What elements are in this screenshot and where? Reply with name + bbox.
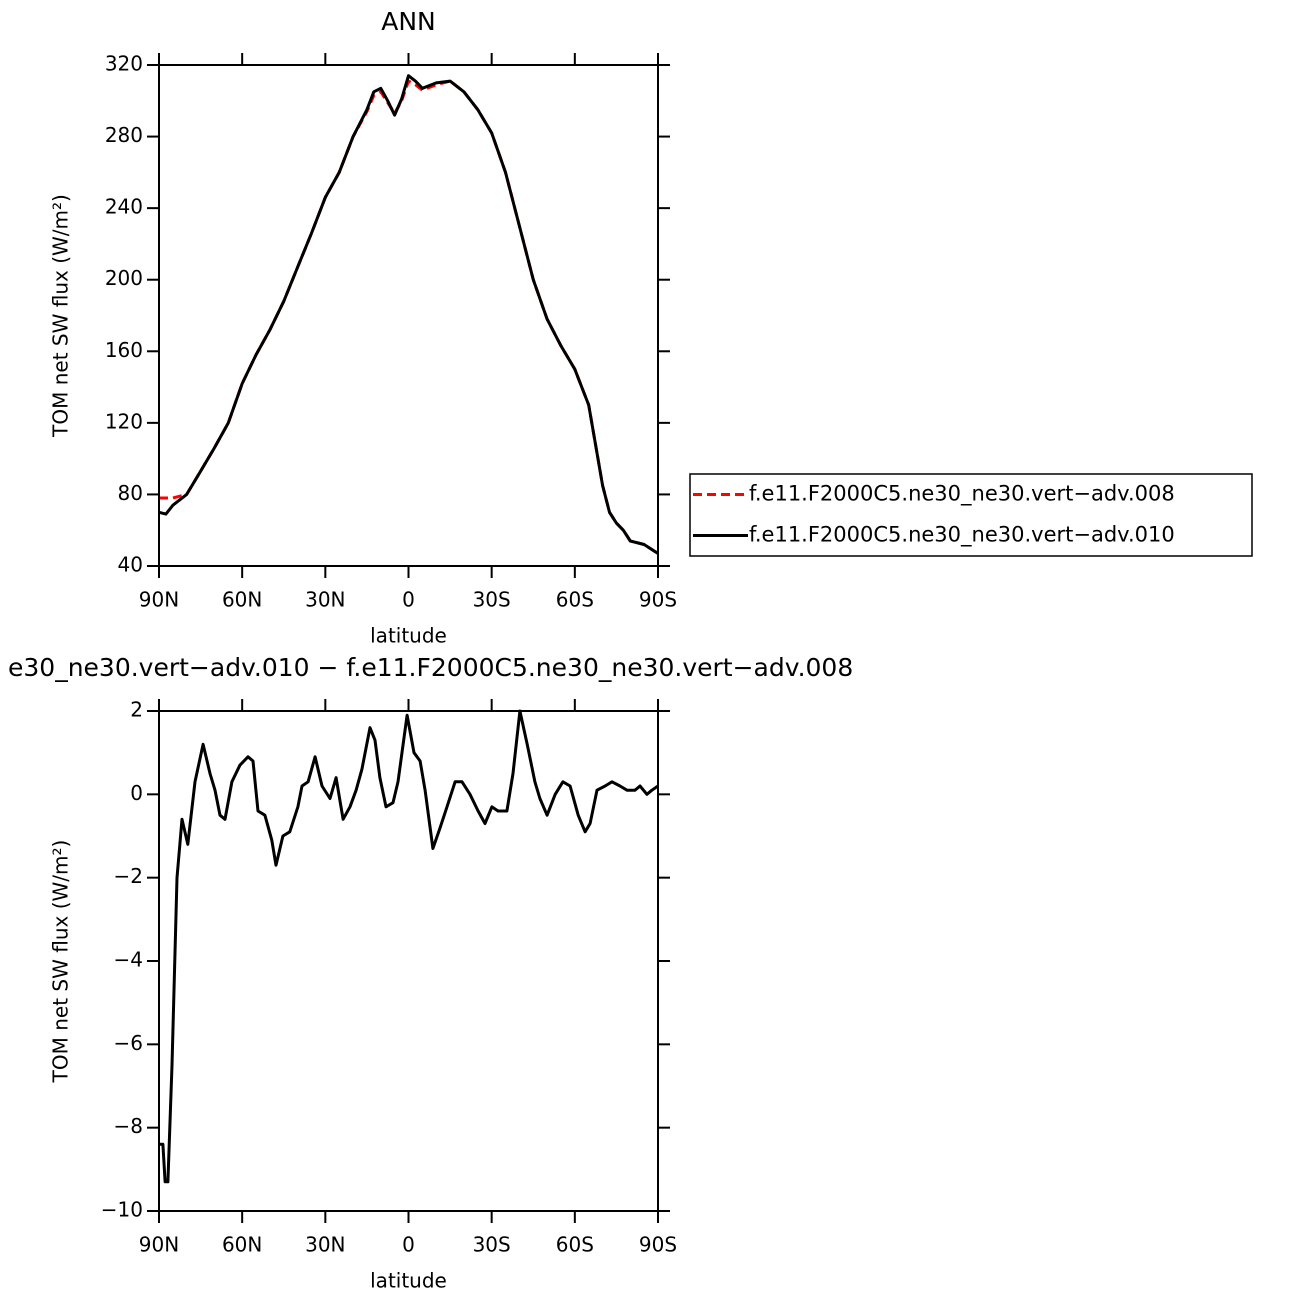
x-tick-label: 90N	[139, 588, 179, 612]
y-tick-label: −10	[101, 1198, 143, 1222]
y-tick-label: 80	[118, 481, 143, 505]
line-series	[159, 79, 659, 555]
legend-label: f.e11.F2000C5.ne30_ne30.vert−adv.010	[749, 523, 1175, 548]
y-tick-label: 240	[105, 195, 143, 219]
y-axis-label: TOM net SW flux (W/m²)	[49, 194, 73, 438]
x-tick-label: 60N	[222, 588, 262, 612]
line-series	[158, 74, 659, 555]
legend-label: f.e11.F2000C5.ne30_ne30.vert−adv.008	[749, 482, 1175, 507]
y-tick-label: −6	[114, 1031, 143, 1055]
y-tick-label: 320	[105, 52, 143, 76]
x-tick-label: 0	[402, 588, 415, 612]
plot-frame	[158, 710, 659, 1212]
y-tick-label: 120	[105, 409, 143, 433]
y-axis-label: TOM net SW flux (W/m²)	[49, 840, 73, 1084]
legend-box	[689, 473, 1253, 557]
x-axis-label: latitude	[370, 624, 447, 648]
x-tick-label: 30S	[473, 588, 511, 612]
x-tick-label: 90N	[139, 1233, 179, 1257]
x-tick-label: 30N	[305, 1233, 345, 1257]
y-tick-label: 2	[130, 698, 143, 722]
chart-title: ANN	[381, 7, 436, 36]
x-tick-label: 0	[402, 1233, 415, 1257]
chart-title: e30_ne30.vert−adv.010 − f.e11.F2000C5.ne…	[8, 653, 853, 682]
x-tick-label: 90S	[639, 1233, 677, 1257]
x-axis-label: latitude	[370, 1269, 447, 1293]
x-tick-label: 60N	[222, 1233, 262, 1257]
y-tick-label: 0	[130, 781, 143, 805]
y-tick-label: 160	[105, 338, 143, 362]
plot-frame	[158, 64, 659, 567]
y-tick-label: −2	[114, 864, 143, 888]
line-series	[159, 709, 659, 1184]
y-tick-label: −4	[114, 948, 143, 972]
x-tick-label: 60S	[556, 588, 594, 612]
y-tick-label: 200	[105, 266, 143, 290]
x-tick-label: 30N	[305, 588, 345, 612]
x-tick-label: 30S	[473, 1233, 511, 1257]
y-tick-label: 40	[118, 553, 143, 577]
x-tick-label: 60S	[556, 1233, 594, 1257]
y-tick-label: −8	[114, 1114, 143, 1138]
y-tick-label: 280	[105, 123, 143, 147]
x-tick-label: 90S	[639, 588, 677, 612]
